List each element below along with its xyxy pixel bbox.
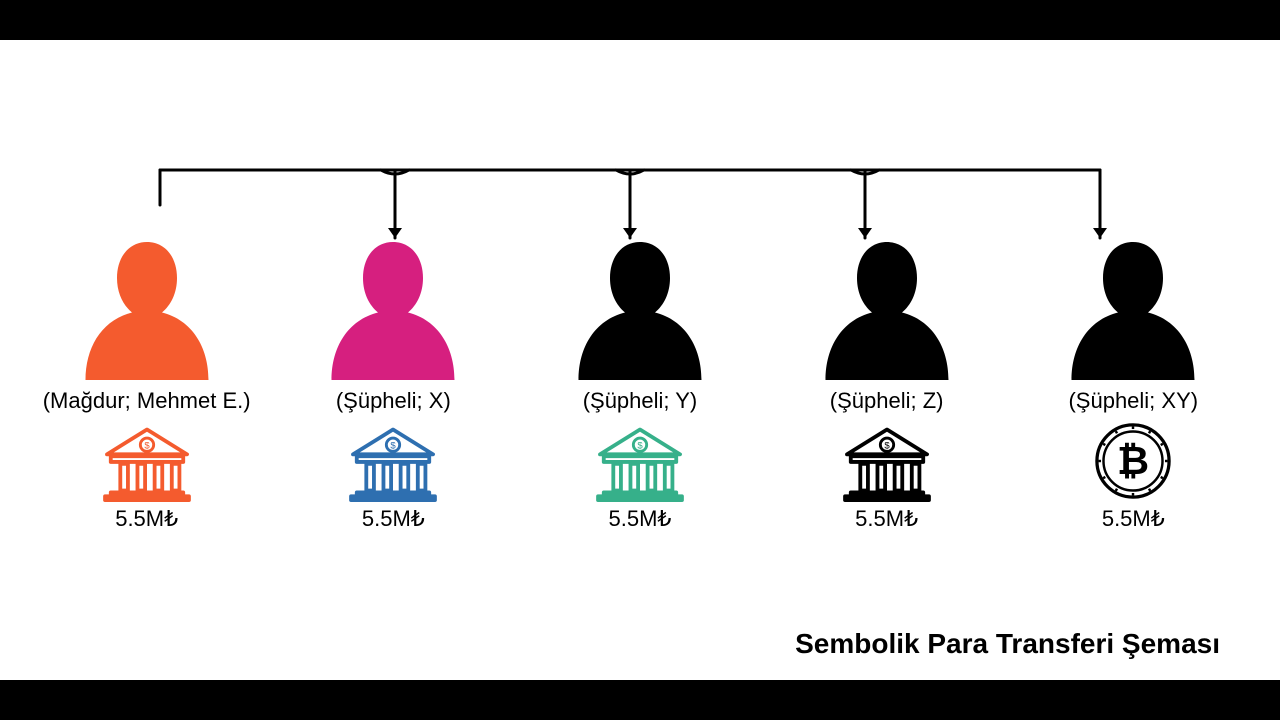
svg-text:$: $ (637, 441, 643, 452)
entity-suspect-xy: (Şüpheli; XY) ₿ 5.5M₺ (1033, 230, 1233, 532)
entity-suspect-x: (Şüpheli; X) $ 5.5M₺ (293, 230, 493, 532)
entity-amount: 5.5M₺ (115, 506, 178, 532)
diagram-title: Sembolik Para Transferi Şeması (795, 628, 1220, 660)
svg-text:$: $ (391, 441, 397, 452)
entity-suspect-y: (Şüpheli; Y) $ 5.5M₺ (540, 230, 740, 532)
entity-row: (Mağdur; Mehmet E.) $ 5.5M₺ (Şüpheli; X)… (0, 230, 1280, 532)
person-icon (565, 230, 715, 380)
entity-label: (Şüpheli; X) (336, 388, 451, 414)
entity-label: (Şüpheli; Z) (830, 388, 944, 414)
bottom-black-bar (0, 680, 1280, 720)
svg-text:₿: ₿ (1117, 439, 1149, 483)
bank-icon: $ (99, 420, 195, 502)
top-black-bar (0, 0, 1280, 40)
entity-amount: 5.5M₺ (362, 506, 425, 532)
entity-suspect-z: (Şüpheli; Z) $ 5.5M₺ (787, 230, 987, 532)
bank-icon: $ (839, 420, 935, 502)
person-icon (318, 230, 468, 380)
entity-amount: 5.5M₺ (855, 506, 918, 532)
entity-amount: 5.5M₺ (609, 506, 672, 532)
entity-amount: 5.5M₺ (1102, 506, 1165, 532)
diagram-canvas: (Mağdur; Mehmet E.) $ 5.5M₺ (Şüpheli; X)… (0, 40, 1280, 680)
entity-label: (Şüpheli; XY) (1068, 388, 1198, 414)
bank-icon: $ (592, 420, 688, 502)
svg-text:$: $ (144, 441, 150, 452)
entity-label: (Şüpheli; Y) (583, 388, 698, 414)
bank-icon: $ (345, 420, 441, 502)
bitcoin-icon: ₿ (1085, 420, 1181, 502)
entity-label: (Mağdur; Mehmet E.) (43, 388, 251, 414)
entity-victim: (Mağdur; Mehmet E.) $ 5.5M₺ (47, 230, 247, 532)
person-icon (72, 230, 222, 380)
svg-text:$: $ (884, 441, 890, 452)
person-icon (812, 230, 962, 380)
person-icon (1058, 230, 1208, 380)
